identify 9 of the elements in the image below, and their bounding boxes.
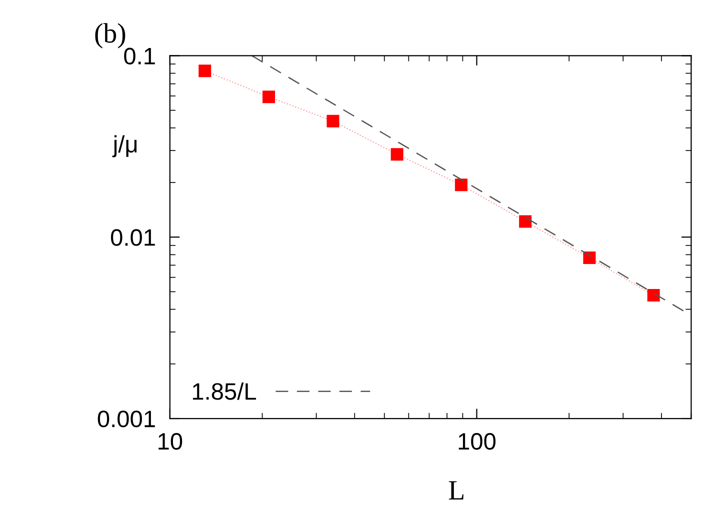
y-axis-title: j/μ [112,135,137,158]
x-axis-title: L [448,481,464,500]
y-tick-label: 0.1 [124,48,155,64]
text: (b) [95,23,126,48]
x-tick-label: 10 [158,433,182,450]
y-tick-label: 0.001 [98,410,155,428]
y-tick-label: 0.01 [110,229,155,246]
legend-label: 1.85/L [192,382,256,400]
x-tick-label: 100 [458,433,496,450]
